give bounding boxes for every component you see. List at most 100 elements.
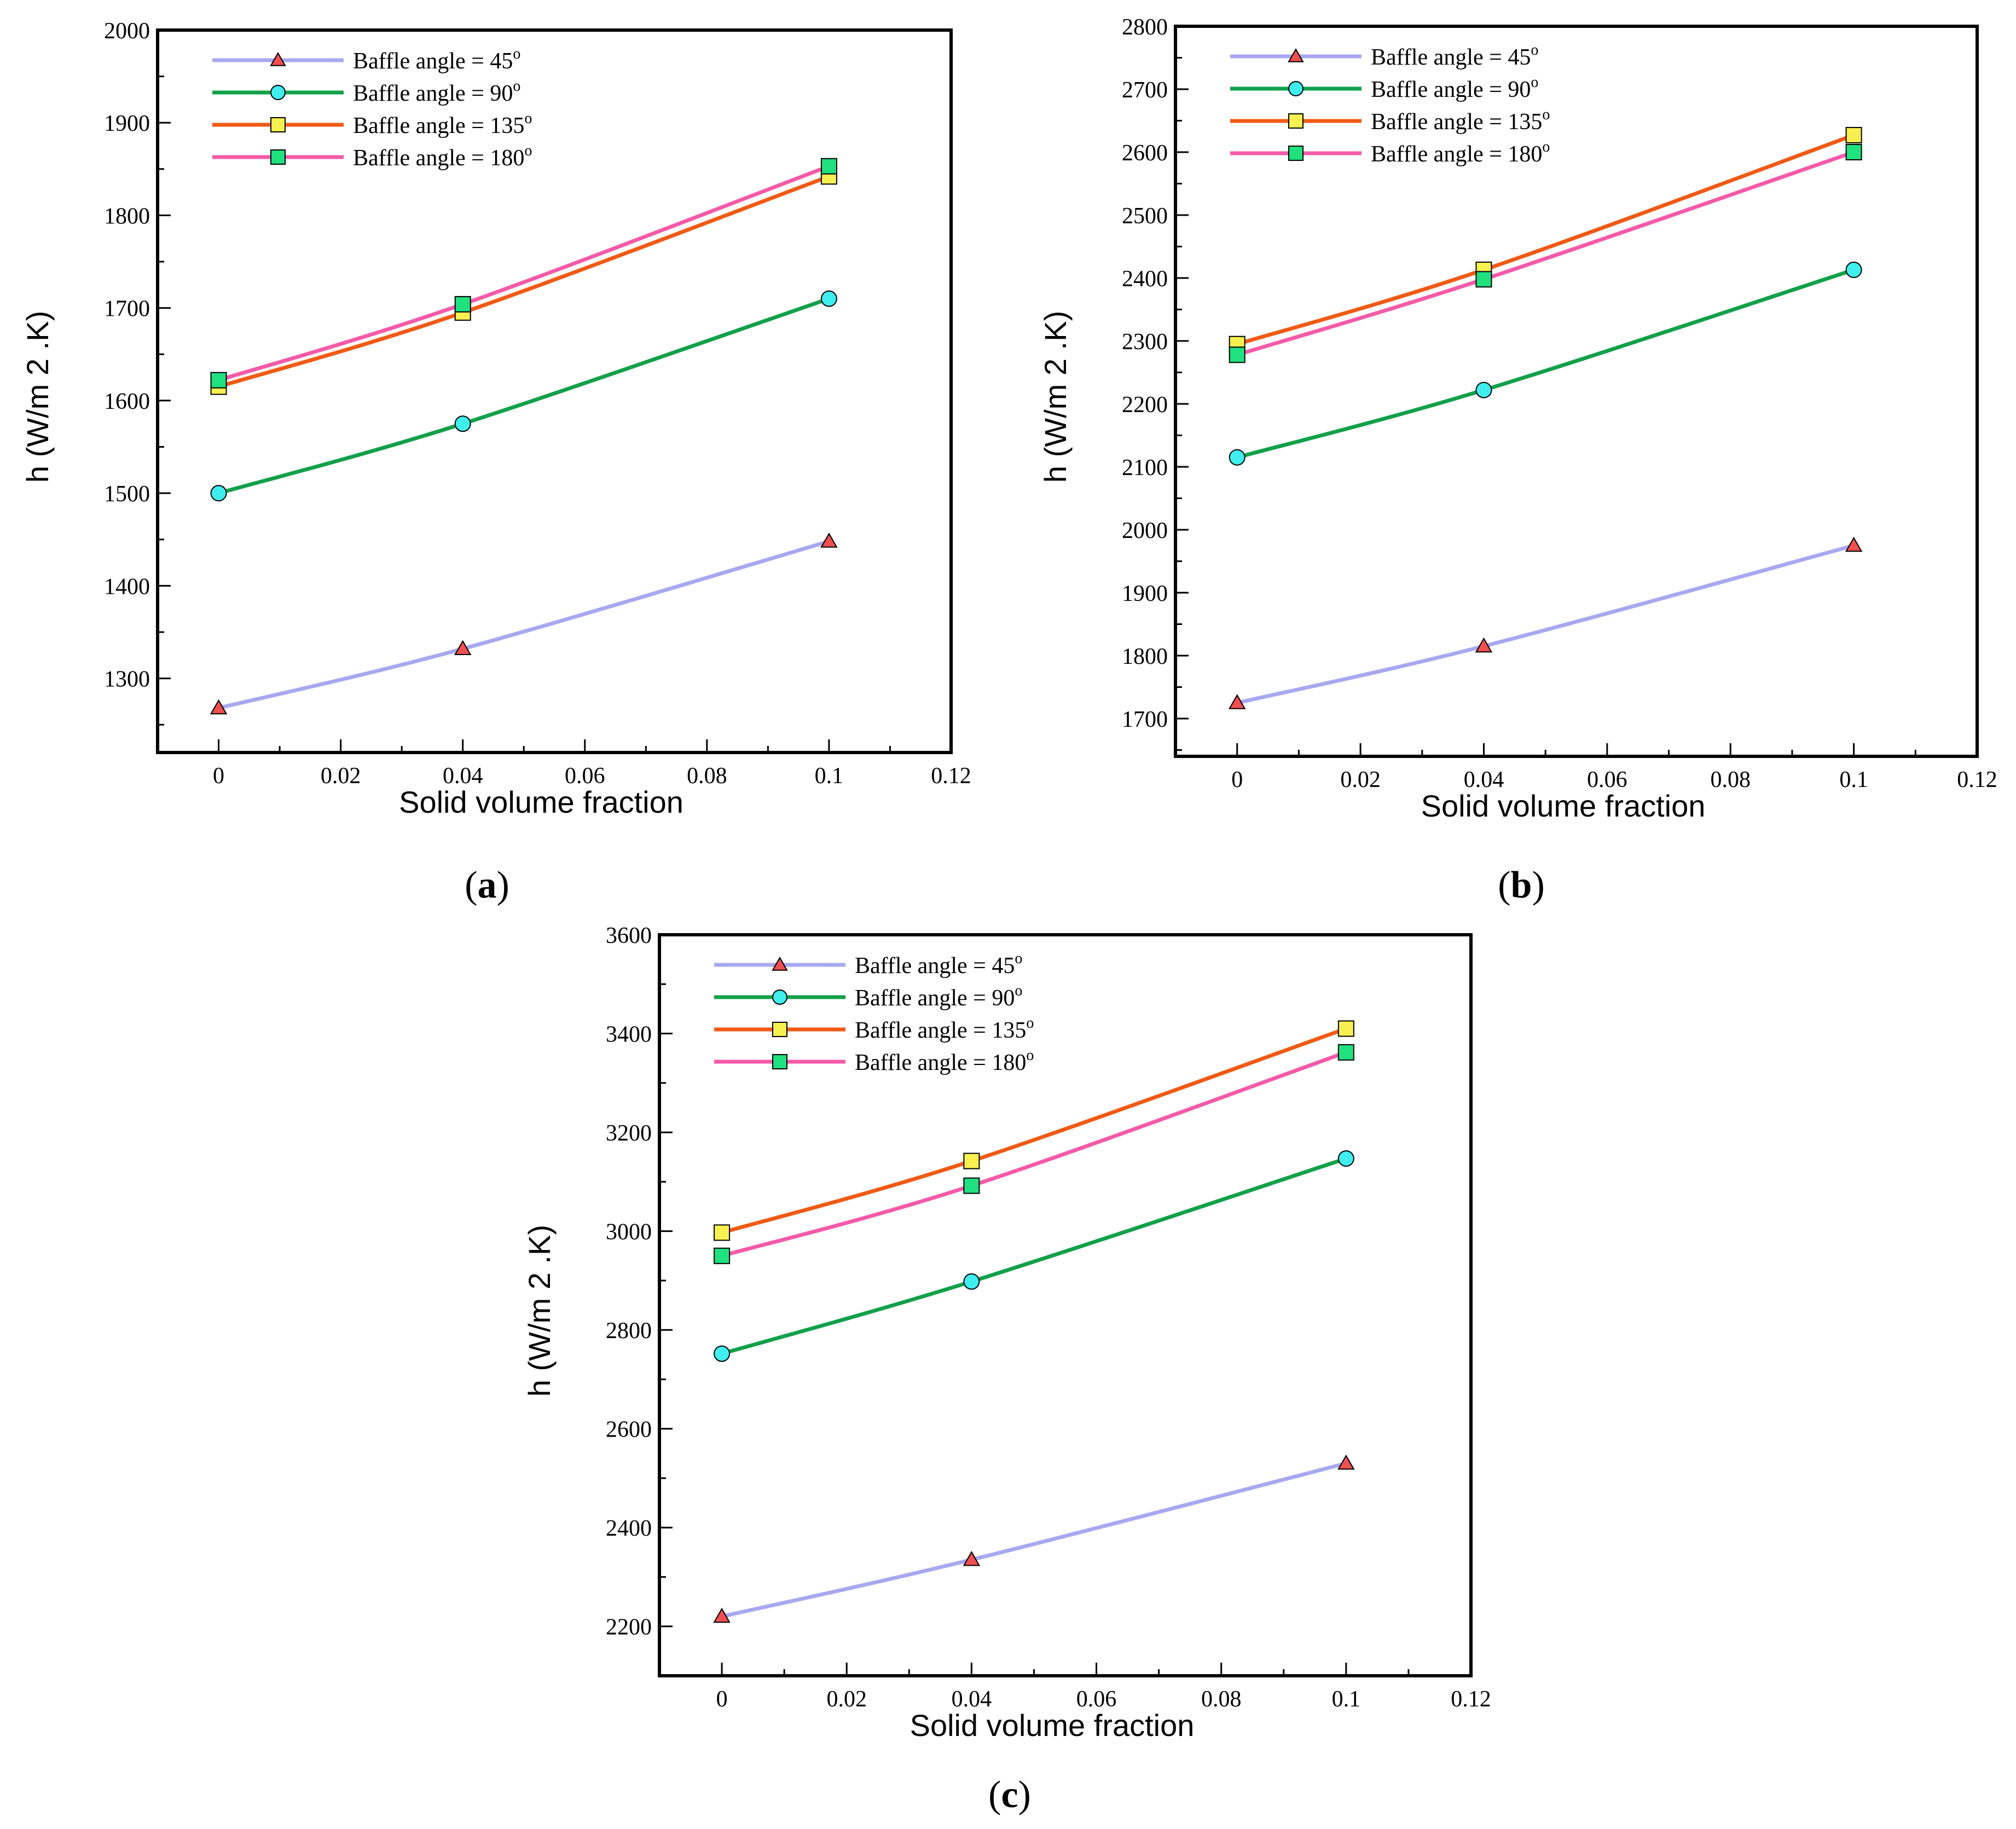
y-tick-label: 2500 xyxy=(1122,204,1168,229)
legend-label: Baffle angle = 90o xyxy=(1371,74,1538,102)
data-point xyxy=(210,372,227,389)
data-point xyxy=(820,290,837,307)
y-tick-label: 1900 xyxy=(104,111,150,136)
y-tick-label: 2700 xyxy=(1122,78,1168,103)
data-point xyxy=(1229,449,1245,466)
chart-panel-b: 0 0.02 0.04 0.06 0.08 0.1 0.12 1700 1800 1900 2000… xyxy=(1038,15,1997,906)
series-line xyxy=(1236,150,1855,357)
chart-panel-a: 0 0.02 0.04 0.06 0.08 0.1 0.12 1300 1400 1500 1600… xyxy=(20,19,971,906)
plot-frame xyxy=(156,28,953,754)
data-point xyxy=(1845,536,1863,552)
y-axis-title: h (W/m 2 .K) xyxy=(20,311,55,483)
data-point xyxy=(1337,1454,1355,1470)
y-tick-label: 2300 xyxy=(1122,329,1168,355)
series-line xyxy=(1236,543,1855,705)
legend-marker xyxy=(1288,146,1304,161)
y-tick-label: 1800 xyxy=(104,204,150,229)
legend-marker xyxy=(270,149,286,165)
data-point xyxy=(1845,126,1862,143)
x-tick-label: 0.08 xyxy=(1710,767,1751,792)
series-line xyxy=(218,175,830,389)
x-tick-label: 0 xyxy=(716,1687,728,1712)
x-tick-label: 0.12 xyxy=(931,763,971,789)
y-tick-label: 2600 xyxy=(606,1417,652,1443)
legend-label: Baffle angle = 45o xyxy=(1371,42,1538,70)
x-tick-label: 0.12 xyxy=(1957,767,1997,792)
y-tick-label: 1300 xyxy=(104,667,150,692)
legend-marker xyxy=(1288,81,1304,96)
data-point xyxy=(454,640,472,655)
x-tick-label: 0.1 xyxy=(1839,767,1868,792)
legend-marker xyxy=(1288,113,1304,129)
y-tick-label: 1400 xyxy=(104,574,150,599)
x-tick-label: 0.04 xyxy=(1464,767,1504,792)
y-tick-label: 2800 xyxy=(606,1318,652,1344)
y-tick-label: 2100 xyxy=(1122,455,1168,481)
legend-label: Baffle angle = 180o xyxy=(353,142,532,171)
legend-marker xyxy=(772,1022,787,1037)
data-point xyxy=(1475,381,1492,398)
x-tick-label: 0.04 xyxy=(443,763,483,789)
series-line xyxy=(218,297,830,495)
data-point xyxy=(963,1273,980,1290)
data-point xyxy=(210,699,228,715)
y-tick-label: 1900 xyxy=(1122,581,1168,606)
legend-label: Baffle angle = 90o xyxy=(353,78,520,106)
data-point xyxy=(963,1177,980,1194)
panel-label: (b) xyxy=(1498,864,1545,906)
plot-frame xyxy=(1174,25,1979,758)
data-point xyxy=(1337,1150,1354,1167)
series-line xyxy=(1236,268,1855,460)
y-tick-label: 1500 xyxy=(104,482,150,507)
data-point xyxy=(1229,346,1245,363)
x-tick-label: 0.06 xyxy=(1076,1687,1117,1712)
x-tick-label: 0 xyxy=(213,763,224,789)
x-tick-label: 0.06 xyxy=(565,763,605,789)
data-point xyxy=(714,1345,731,1362)
x-tick-label: 0.1 xyxy=(815,763,844,789)
y-tick-label: 1800 xyxy=(1122,644,1168,669)
y-tick-label: 1600 xyxy=(104,389,150,414)
series-line xyxy=(721,1027,1347,1235)
x-tick-label: 0.04 xyxy=(952,1687,992,1712)
x-tick-label: 0.02 xyxy=(321,763,361,789)
legend-marker xyxy=(772,1054,787,1069)
x-axis-title: Solid volume fraction xyxy=(910,1708,1195,1743)
series-line xyxy=(1236,133,1855,346)
data-point xyxy=(1845,262,1862,279)
data-point xyxy=(1475,637,1493,653)
x-axis-title: Solid volume fraction xyxy=(399,785,683,819)
chart-panel-c: 0 0.02 0.04 0.06 0.08 0.1 0.12 2200 2400 2600 2800… xyxy=(522,923,1491,1816)
data-point xyxy=(1228,694,1246,709)
legend-marker xyxy=(772,989,787,1005)
legend-label: Baffle angle = 135o xyxy=(1371,106,1550,135)
y-tick-label: 2200 xyxy=(606,1615,652,1640)
x-tick-label: 0.06 xyxy=(1587,767,1627,792)
data-point xyxy=(1337,1044,1354,1061)
data-point xyxy=(1475,271,1492,288)
y-tick-label: 2400 xyxy=(1122,267,1168,292)
data-point xyxy=(820,158,837,175)
legend-label: Baffle angle = 180o xyxy=(855,1047,1034,1075)
y-tick-label: 2000 xyxy=(1122,518,1168,543)
x-tick-label: 0 xyxy=(1231,767,1243,792)
y-tick-label: 2600 xyxy=(1122,141,1168,166)
data-point xyxy=(210,485,227,502)
legend-marker xyxy=(270,117,286,132)
data-point xyxy=(963,1550,981,1566)
x-axis-title: Solid volume fraction xyxy=(1421,789,1706,823)
legend-label: Baffle angle = 45o xyxy=(353,45,520,74)
data-point xyxy=(713,1607,731,1623)
series-line xyxy=(218,539,830,710)
x-tick-label: 0.02 xyxy=(826,1687,867,1712)
data-point xyxy=(454,415,471,432)
y-tick-label: 3000 xyxy=(606,1220,652,1245)
legend-marker xyxy=(270,85,286,100)
legend-label: Baffle angle = 135o xyxy=(353,110,532,138)
y-tick-label: 1700 xyxy=(104,297,150,322)
y-axis-title: h (W/m 2 .K) xyxy=(522,1225,557,1397)
legend-marker xyxy=(1288,48,1304,62)
y-tick-label: 3200 xyxy=(606,1121,652,1146)
y-tick-label: 2800 xyxy=(1122,15,1168,40)
